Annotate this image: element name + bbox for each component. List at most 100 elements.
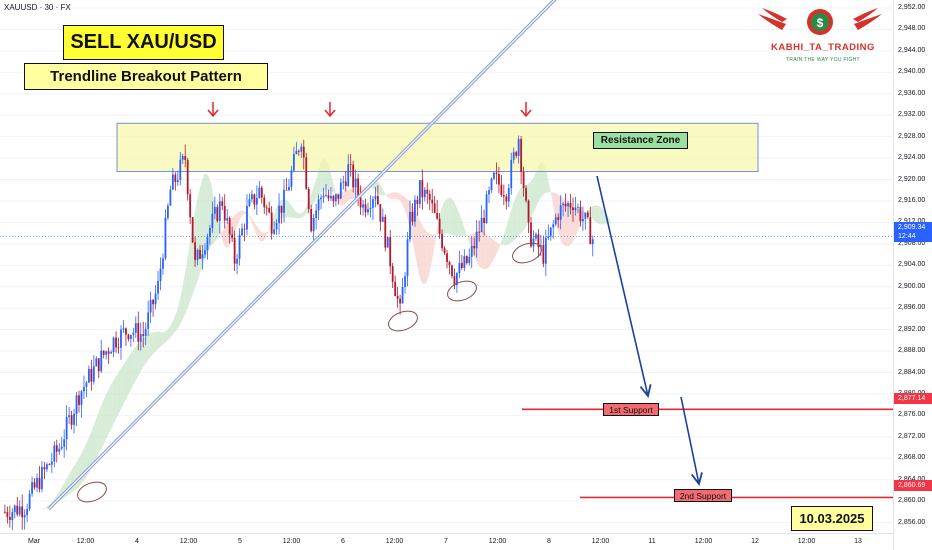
cloud-segment	[601, 207, 605, 225]
candle-body	[322, 195, 325, 198]
cloud-segment	[100, 401, 103, 451]
y-tick-label: 2,944.00	[898, 46, 926, 54]
candle-body	[33, 482, 36, 488]
cloud-segment	[132, 347, 135, 387]
cloud-segment	[483, 231, 486, 270]
candle-body	[97, 358, 100, 372]
candle-body	[139, 334, 142, 342]
candle-body	[45, 464, 48, 470]
cloud-segment	[70, 467, 74, 494]
candle-body	[369, 207, 372, 210]
cloud-segment	[490, 237, 494, 265]
y-tick-label: 2,856.00	[898, 518, 926, 526]
candle-body	[554, 217, 557, 225]
cloud-segment	[389, 192, 392, 200]
x-tick-label: Mar	[27, 538, 41, 545]
y-tick-label: 2,904.00	[898, 261, 926, 269]
candle-body	[147, 312, 150, 329]
cloud-segment	[127, 354, 130, 397]
cloud-segment	[386, 193, 390, 199]
candle-body	[48, 464, 51, 466]
candle-body	[174, 174, 177, 183]
candle-body	[55, 445, 58, 452]
touch-ellipse	[77, 481, 107, 503]
support2-price-tag: 2,860.69	[894, 480, 932, 491]
candle-body	[60, 446, 63, 449]
cloud-segment	[544, 166, 548, 194]
touch-ellipse	[512, 242, 542, 264]
candle-body	[92, 366, 95, 382]
cloud-segment	[253, 221, 256, 234]
cloud-segment	[179, 289, 182, 326]
candle-body	[196, 249, 199, 260]
y-tick-label: 2,868.00	[898, 454, 926, 462]
cloud-segment	[406, 198, 410, 226]
cloud-segment	[530, 179, 533, 220]
current-price-tag: 2,909.34 12:44	[894, 222, 932, 242]
cloud-segment	[134, 344, 138, 382]
candle-body	[211, 213, 214, 228]
candle-body	[218, 201, 221, 222]
cloud-segment	[537, 163, 540, 204]
candle-body	[270, 212, 273, 234]
candle-body	[537, 234, 540, 248]
cloud-segment	[574, 207, 578, 239]
candle-body	[381, 216, 384, 222]
candle-body	[241, 228, 243, 236]
candle-body	[78, 395, 80, 406]
candle-body	[302, 146, 305, 158]
x-tick-label: 12:00	[179, 538, 198, 545]
cloud-segment	[260, 231, 264, 242]
cloud-segment	[43, 507, 46, 510]
candle-body	[216, 207, 219, 222]
candle-body	[176, 180, 179, 183]
candle-body	[312, 217, 315, 232]
cloud-segment	[416, 213, 419, 275]
candle-body	[95, 358, 98, 367]
candle-body	[376, 196, 379, 205]
candle-body	[414, 199, 416, 222]
candle-body	[448, 262, 451, 266]
candle-body	[167, 205, 169, 218]
candle-body	[468, 256, 471, 264]
candle-body	[199, 249, 201, 259]
candle-body	[4, 511, 6, 513]
trendline	[47, 0, 557, 511]
candle-body	[584, 212, 587, 219]
candle-body	[295, 150, 298, 155]
cloud-segment	[507, 213, 511, 245]
cloud-segment	[102, 396, 106, 446]
y-tick-label: 2,884.00	[898, 368, 926, 376]
brand-tagline: TRAIN THE WAY YOU FIGHT	[786, 57, 860, 63]
candle-body	[349, 164, 352, 166]
cloud-segment	[162, 331, 165, 346]
candle-body	[480, 217, 483, 233]
candle-body	[251, 194, 253, 200]
candle-body	[41, 467, 43, 490]
x-tick-label: 12:00	[694, 538, 713, 545]
cloud-segment	[137, 341, 140, 378]
candle-body	[11, 511, 14, 521]
candle-body	[401, 287, 404, 304]
candle-body	[265, 207, 268, 209]
y-tick-label: 2,948.00	[898, 25, 926, 33]
candle-body	[418, 180, 421, 204]
candle-body	[426, 189, 429, 194]
cloud-segment	[157, 331, 160, 350]
cloud-segment	[115, 373, 118, 421]
candle-body	[327, 195, 330, 199]
candle-body	[194, 242, 196, 260]
y-tick-label: 2,860.00	[898, 497, 926, 505]
candle-body	[253, 194, 256, 205]
candle-body	[416, 199, 419, 204]
candle-body	[228, 218, 231, 235]
x-tick-label: 7	[444, 538, 448, 545]
candle-body	[162, 258, 164, 269]
candle-body	[120, 329, 122, 348]
candle-body	[470, 245, 473, 257]
candle-body	[236, 258, 238, 264]
cloud-segment	[436, 220, 439, 236]
cloud-segment	[189, 230, 192, 304]
cloud-segment	[502, 229, 506, 246]
